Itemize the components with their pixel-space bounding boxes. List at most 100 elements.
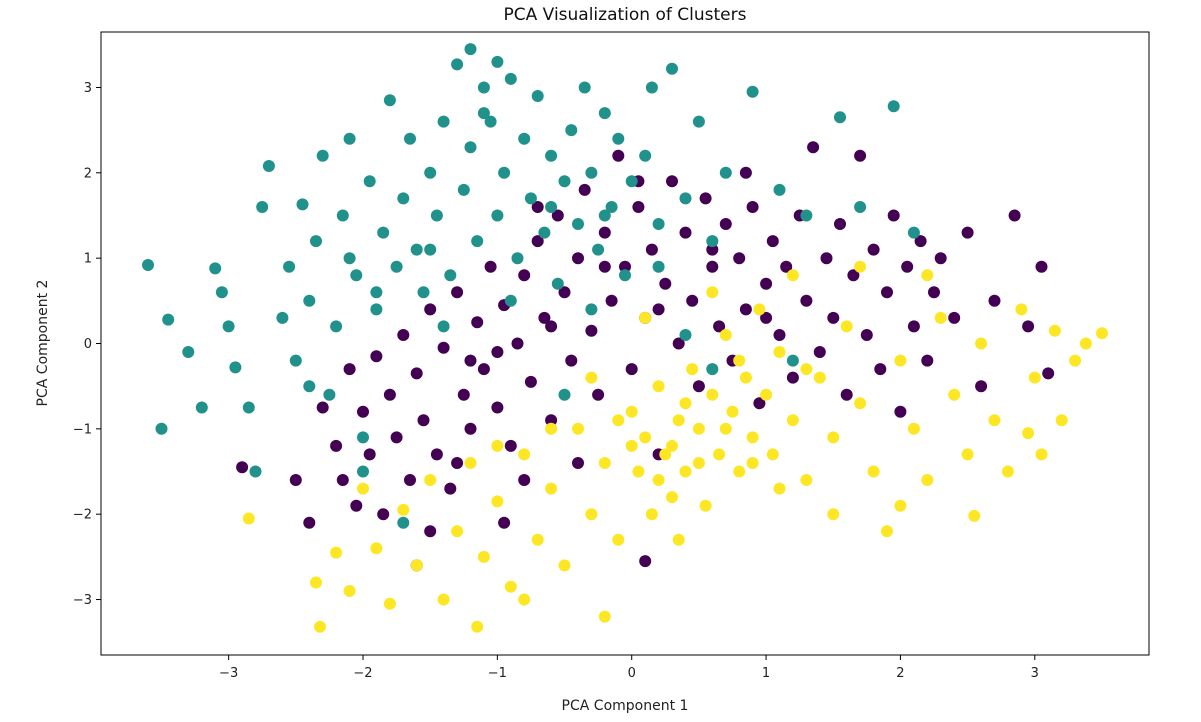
scatter-point-0-14 — [397, 329, 410, 341]
scatter-point-2-58 — [907, 422, 920, 435]
scatter-point-2-79 — [786, 269, 799, 282]
scatter-point-0-101 — [1022, 320, 1035, 333]
scatter-point-1-48 — [511, 252, 524, 265]
scatter-point-1-69 — [666, 62, 678, 75]
scatter-point-2-24 — [598, 457, 611, 469]
y-tick-label: −1 — [73, 422, 92, 437]
scatter-point-1-24 — [350, 269, 363, 282]
scatter-point-0-57 — [679, 226, 692, 239]
scatter-point-2-0 — [242, 512, 255, 525]
scatter-point-0-4 — [330, 439, 343, 452]
points-layer — [142, 43, 1108, 633]
scatter-point-1-8 — [229, 361, 242, 374]
scatter-point-1-43 — [477, 81, 490, 94]
scatter-point-2-10 — [424, 474, 437, 486]
scatter-point-0-94 — [928, 286, 940, 299]
scatter-point-1-0 — [142, 259, 154, 271]
scatter-point-2-41 — [726, 405, 739, 418]
y-tick-label: 2 — [84, 166, 92, 181]
scatter-point-1-2 — [155, 422, 168, 435]
scatter-point-2-76 — [585, 371, 598, 384]
scatter-point-0-20 — [430, 448, 443, 461]
scatter-point-2-29 — [645, 508, 658, 521]
scatter-point-2-20 — [545, 482, 558, 495]
scatter-point-2-30 — [652, 380, 665, 393]
scatter-point-2-42 — [733, 465, 746, 478]
scatter-point-0-113 — [639, 555, 652, 568]
scatter-point-0-31 — [504, 439, 517, 452]
scatter-point-1-76 — [800, 209, 813, 222]
scatter-point-2-93 — [733, 354, 746, 367]
scatter-point-2-89 — [800, 363, 813, 376]
scatter-point-2-14 — [471, 620, 484, 633]
scatter-point-2-28 — [639, 431, 652, 444]
scatter-point-1-42 — [471, 235, 484, 248]
scatter-point-0-66 — [739, 303, 752, 316]
scatter-point-0-65 — [733, 252, 746, 265]
scatter-point-1-20 — [323, 388, 336, 401]
scatter-point-0-103 — [1042, 367, 1055, 380]
scatter-point-0-93 — [921, 354, 934, 367]
scatter-point-0-11 — [377, 508, 390, 521]
scatter-point-1-3 — [182, 346, 195, 358]
scatter-point-2-6 — [370, 542, 383, 555]
scatter-point-0-46 — [605, 294, 618, 307]
scatter-point-2-92 — [679, 397, 692, 410]
scatter-point-1-68 — [652, 218, 665, 230]
scatter-point-1-83 — [303, 380, 316, 393]
scatter-point-2-43 — [739, 371, 752, 384]
scatter-point-1-40 — [457, 183, 470, 196]
scatter-point-0-70 — [766, 235, 779, 248]
scatter-point-2-78 — [706, 286, 719, 299]
scatter-point-2-98 — [827, 508, 840, 521]
scatter-point-2-73 — [1096, 327, 1108, 340]
scatter-point-0-2 — [289, 474, 302, 486]
scatter-point-2-67 — [1015, 303, 1028, 316]
scatter-point-2-81 — [921, 269, 934, 282]
scatter-point-2-34 — [679, 465, 692, 478]
scatter-point-0-55 — [666, 175, 678, 188]
scatter-point-0-18 — [424, 525, 437, 538]
scatter-point-1-28 — [377, 226, 390, 239]
scatter-point-2-25 — [612, 533, 625, 546]
scatter-point-0-43 — [585, 324, 598, 337]
y-tick-label: −3 — [73, 593, 92, 608]
scatter-point-2-96 — [672, 533, 685, 546]
scatter-point-1-78 — [854, 201, 867, 213]
scatter-point-0-72 — [780, 260, 793, 273]
scatter-point-0-37 — [545, 414, 558, 427]
x-axis: −3 −2 −1 0 1 2 3 — [219, 655, 1039, 681]
scatter-point-2-7 — [383, 597, 396, 610]
x-tick-label: −1 — [488, 666, 507, 681]
scatter-point-1-67 — [645, 81, 658, 94]
scatter-point-0-85 — [867, 243, 880, 256]
scatter-point-0-34 — [524, 375, 537, 388]
scatter-point-0-98 — [975, 380, 988, 393]
scatter-point-1-47 — [504, 72, 517, 85]
scatter-point-2-99 — [894, 499, 907, 512]
scatter-point-2-82 — [625, 439, 638, 452]
scatter-point-1-22 — [336, 209, 349, 222]
scatter-point-2-75 — [1022, 427, 1035, 440]
scatter-point-0-5 — [336, 474, 349, 486]
scatter-point-1-65 — [625, 175, 638, 188]
scatter-point-1-63 — [612, 132, 625, 145]
scatter-point-2-46 — [760, 388, 773, 401]
scatter-point-0-61 — [706, 260, 719, 273]
scatter-point-0-81 — [840, 388, 853, 401]
scatter-point-2-23 — [585, 508, 598, 521]
scatter-point-0-59 — [692, 380, 705, 393]
scatter-point-0-112 — [572, 457, 584, 469]
scatter-point-1-91 — [585, 303, 598, 316]
scatter-point-1-14 — [283, 260, 296, 273]
scatter-point-0-6 — [343, 363, 356, 376]
scatter-point-1-19 — [316, 149, 329, 162]
y-tick-label: 0 — [84, 337, 92, 352]
scatter-point-2-59 — [921, 474, 934, 486]
y-tick-label: 3 — [84, 81, 92, 96]
scatter-point-0-67 — [746, 201, 759, 213]
scatter-point-0-75 — [800, 294, 813, 307]
scatter-point-0-23 — [451, 286, 464, 299]
scatter-point-1-71 — [692, 115, 705, 128]
scatter-point-2-72 — [1079, 337, 1092, 350]
